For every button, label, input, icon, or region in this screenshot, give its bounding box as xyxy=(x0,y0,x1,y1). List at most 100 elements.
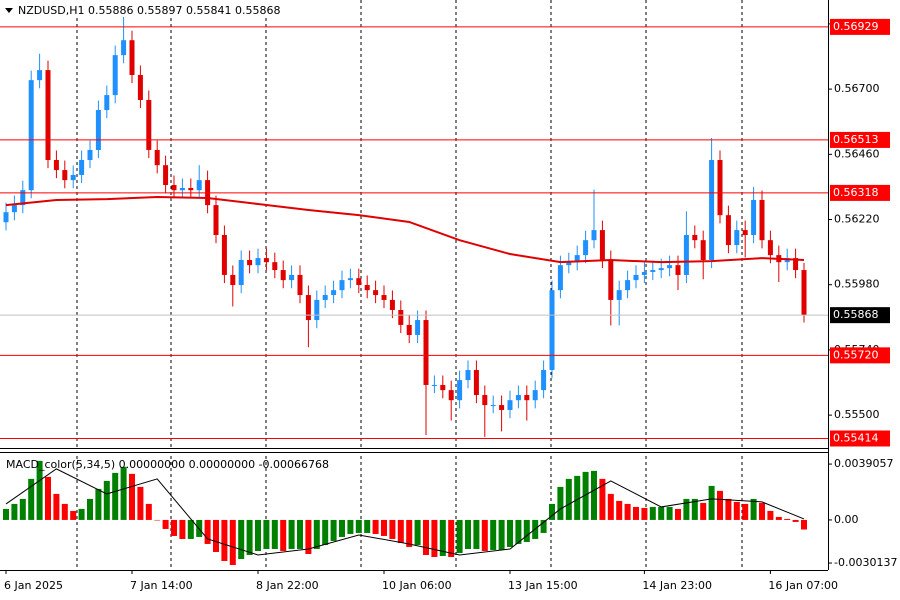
candle-body xyxy=(381,295,387,300)
histogram-bar xyxy=(742,503,749,520)
candle-body xyxy=(532,390,538,401)
level-label: 0.55720 xyxy=(833,348,879,361)
histogram-bar xyxy=(78,508,85,520)
x-tick-label: 16 Jan 07:00 xyxy=(768,579,838,592)
histogram-bar xyxy=(305,519,312,554)
histogram-bar xyxy=(700,502,707,520)
histogram-bar xyxy=(633,506,639,520)
candle-body xyxy=(398,309,404,325)
histogram-bar xyxy=(490,519,497,550)
histogram-bar xyxy=(624,503,631,520)
histogram-bar xyxy=(263,519,270,549)
candle-body xyxy=(692,235,698,241)
candle-body xyxy=(20,190,26,206)
histogram-bar xyxy=(708,485,715,520)
candle-body xyxy=(331,290,337,296)
candle-body xyxy=(171,185,177,191)
candle-body xyxy=(566,262,572,266)
histogram-bar xyxy=(759,502,765,520)
candle-body xyxy=(557,265,563,291)
candle-body xyxy=(163,165,169,186)
histogram-bar xyxy=(322,519,329,545)
overlay: NZDUSD,H1 0.55886 0.55897 0.55841 0.5586… xyxy=(0,0,890,471)
histogram-bar xyxy=(549,503,555,520)
histogram-bar xyxy=(112,472,119,520)
histogram-bar xyxy=(145,503,152,520)
signal-line xyxy=(5,468,805,556)
level-label: 0.56513 xyxy=(833,133,879,146)
histogram-bar xyxy=(767,510,774,520)
candle-body xyxy=(507,400,513,410)
histogram-bar xyxy=(19,498,26,520)
histogram-bar xyxy=(162,519,169,529)
candle-body xyxy=(675,265,681,275)
menu-arrow[interactable] xyxy=(5,8,13,13)
candle-body xyxy=(625,280,631,291)
histogram-bar xyxy=(666,506,673,520)
x-tick-label: 13 Jan 15:00 xyxy=(508,579,578,592)
histogram-bar xyxy=(465,519,471,549)
histogram-bar xyxy=(313,519,320,549)
header-bg xyxy=(0,0,330,17)
histogram-bar xyxy=(599,478,606,520)
histogram-bar xyxy=(557,486,564,520)
y-tick-label: 0.56220 xyxy=(834,213,880,226)
candle-body xyxy=(751,199,757,236)
candle-body xyxy=(280,270,286,281)
candle-body xyxy=(255,258,261,266)
candle-body xyxy=(616,290,622,300)
candle-body xyxy=(87,149,93,161)
candle-body xyxy=(45,70,51,161)
candle-body xyxy=(11,205,17,213)
histogram-bar xyxy=(515,519,522,544)
y-tick-label: 0.00 xyxy=(834,513,859,526)
histogram-bar xyxy=(658,506,665,520)
candle-body xyxy=(314,299,320,321)
panel-gap xyxy=(0,448,828,452)
x-tick-label: 10 Jan 06:00 xyxy=(382,579,452,592)
histogram-bar xyxy=(675,508,681,520)
histogram-bar xyxy=(431,519,438,557)
x-tick-label: 14 Jan 23:00 xyxy=(642,579,712,592)
candle-body xyxy=(734,230,740,246)
y-tick-label: -0.0030137 xyxy=(834,556,897,569)
candle-body xyxy=(591,230,597,241)
candle-body xyxy=(683,235,689,275)
candle-body xyxy=(263,258,269,263)
histogram-bar xyxy=(574,475,581,520)
candle-body xyxy=(667,265,673,269)
candle-body xyxy=(146,99,152,150)
level-label: 0.56318 xyxy=(833,186,879,199)
candle-body xyxy=(53,160,59,171)
candle-body xyxy=(499,405,505,410)
candle-body xyxy=(742,230,748,236)
histogram-bar xyxy=(792,519,799,522)
histogram-bar xyxy=(87,498,93,520)
candle-body xyxy=(549,290,555,371)
histogram-bar xyxy=(137,486,144,520)
histogram-bar xyxy=(389,519,396,539)
candle-body xyxy=(179,188,185,191)
separators xyxy=(76,0,743,570)
candle-body xyxy=(599,230,605,260)
histogram-bar xyxy=(649,506,656,520)
histogram-bar xyxy=(616,500,623,520)
candle-body xyxy=(583,240,589,256)
level-label-bg xyxy=(830,430,890,447)
candle-body xyxy=(196,180,202,191)
histogram-bar xyxy=(171,519,177,536)
x-tick-label: 6 Jan 2025 xyxy=(4,579,63,592)
histogram-bar xyxy=(507,519,513,547)
histogram-bar xyxy=(45,476,51,520)
y-tick-label: 0.0039057 xyxy=(834,457,894,470)
histogram-bar xyxy=(641,507,648,520)
level-label: 0.55414 xyxy=(833,431,879,444)
candle-body xyxy=(457,380,463,401)
candle-body xyxy=(221,235,227,275)
histogram-bar xyxy=(473,519,480,549)
candle-body xyxy=(3,212,9,223)
y-tick-label: 0.55500 xyxy=(834,408,880,421)
histogram-bar xyxy=(372,519,379,534)
candle-body xyxy=(406,324,412,335)
